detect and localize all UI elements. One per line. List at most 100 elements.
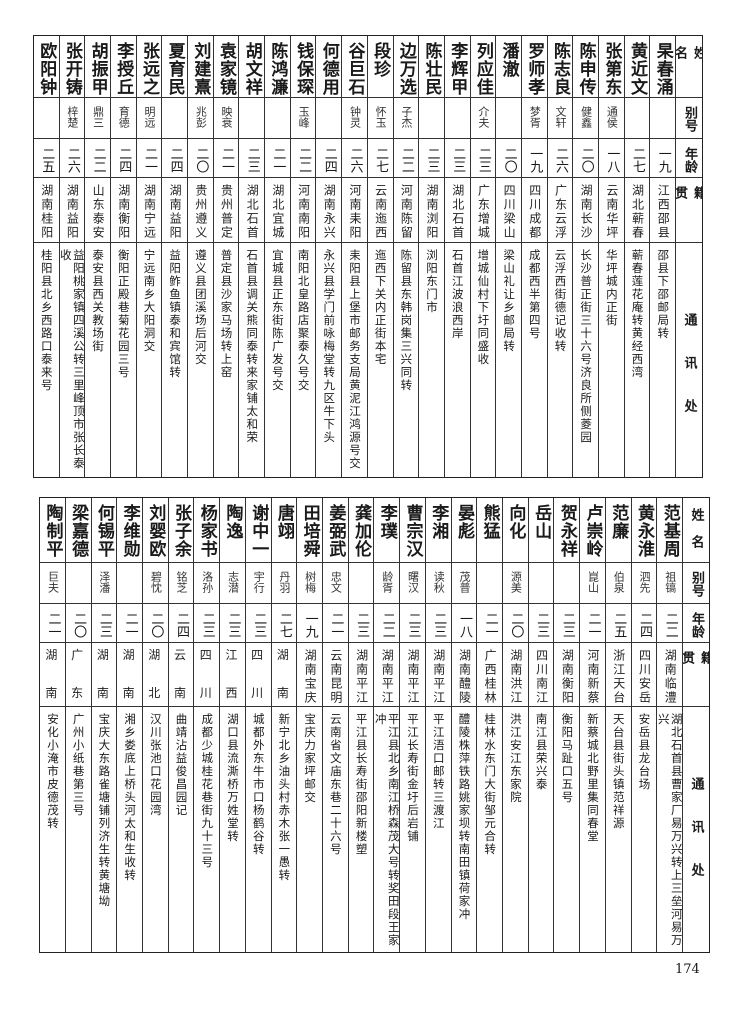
- person-name-cell: 谷巨石: [342, 36, 367, 98]
- person-address: 遵义县团溪场后河交: [193, 249, 208, 366]
- person-address-cell: 新蔡城北野里集同春堂: [580, 707, 605, 952]
- person-address-cell: 平江县长寿街邵阳新楼塑: [349, 707, 374, 952]
- person-column: 袁家镜 映衰 二一 贵州普定 普定县沙家马场转上窑: [212, 36, 239, 477]
- person-address: 南阳北皇路店聚泰久号交: [296, 249, 311, 392]
- person-name-cell: 何锡平: [91, 498, 117, 563]
- person-alias-cell: 通侯: [599, 98, 624, 139]
- person-column: 陈申传 健鑫 二〇 湖南长沙 长沙普正街三十六号济良所侧菱园: [572, 36, 599, 477]
- native-place-part: 西: [225, 686, 240, 700]
- person-address-cell: 永兴县学门前咏梅堂转九区牛下头: [316, 243, 341, 477]
- person-alias: 介夫: [476, 106, 490, 128]
- person-age-cell: 二四: [110, 139, 136, 178]
- person-address-cell: 桂阳县北乡西路口泰来号: [34, 243, 59, 477]
- header-cell-alias: 别号: [683, 563, 709, 604]
- person-address-cell: 平江浯口邮转三渡江: [426, 707, 451, 952]
- person-name-cell: 潘澈: [496, 36, 521, 98]
- person-name: 杨家书: [196, 504, 217, 558]
- person-column: 唐翊 丹羽 二七湖南新宁北乡油头村赤木张一愚转: [270, 498, 297, 952]
- person-column: 梁嘉德 二〇广东广州小纸巷第三号: [64, 498, 91, 952]
- person-alias-cell: 介夫: [470, 98, 496, 139]
- person-age: 二一: [585, 612, 601, 638]
- person-age-cell: 二三: [470, 139, 496, 178]
- person-native-cell: 四川梁山: [496, 178, 521, 243]
- person-alias-cell: 钟灵: [342, 98, 367, 139]
- person-native: 湖南益阳: [168, 184, 183, 240]
- person-alias-cell: 巨夫: [40, 563, 65, 604]
- header-label-age: 年龄: [689, 612, 705, 638]
- person-native-cell: 湖北: [142, 643, 168, 707]
- person-alias-cell: [117, 563, 142, 604]
- person-address: 平江县北乡南江桥森茂大号转奖田段王家冲: [374, 713, 400, 947]
- person-native: 山东泰安: [91, 184, 106, 240]
- person-column: 胡文祥 二三 湖北石首 石首县调关熊同泰转来家铺太和荣: [238, 36, 265, 477]
- person-age-cell: 二一: [265, 139, 290, 178]
- person-name: 姜弼武: [325, 504, 346, 558]
- person-address: 云浮西街德记收转: [553, 249, 568, 353]
- person-alias: 玉峰: [297, 106, 311, 128]
- person-alias-cell: 源美: [503, 563, 528, 604]
- person-address-cell: 迤西下关内正街本宅: [368, 243, 393, 477]
- person-address: 湖口县流澌桥万姓堂转: [225, 713, 240, 843]
- person-name-cell: 刘建熹: [188, 36, 213, 98]
- person-native-cell: 广东云浮: [547, 178, 573, 243]
- person-name-cell: 胡文祥: [239, 36, 265, 98]
- person-name: 熊猛: [479, 504, 500, 540]
- person-native: 湖南宁远: [142, 184, 157, 240]
- person-age: 二一: [328, 612, 344, 638]
- person-native: 湖南宝庆: [303, 649, 318, 705]
- person-age: 二三: [96, 612, 112, 638]
- person-alias-cell: 怀玉: [367, 98, 393, 139]
- person-name: 潘澈: [498, 42, 519, 78]
- person-address: 永兴县学门前咏梅堂转九区牛下头: [322, 249, 337, 444]
- person-alias-cell: [348, 563, 374, 604]
- person-age: 二二: [379, 612, 395, 638]
- person-address-cell: 安化小淹市皮德茂转: [40, 707, 65, 952]
- person-native: 云南迤西: [373, 184, 388, 240]
- person-age: 二三: [559, 612, 575, 638]
- person-native: 湖南洪江: [508, 649, 523, 705]
- person-native: 湖南平江: [431, 649, 446, 705]
- person-address-cell: 湖口县流澌桥万姓堂转: [220, 707, 245, 952]
- person-native-cell: 湖南平江: [400, 643, 425, 707]
- person-age: 一九: [302, 612, 318, 638]
- person-native: 河南南阳: [296, 184, 311, 240]
- person-native-cell: 湖南益阳: [59, 178, 85, 243]
- person-native-cell: 湖南宝庆: [297, 643, 322, 707]
- person-name: 李授丘: [113, 42, 134, 96]
- person-native-cell: 四川成都: [521, 178, 547, 243]
- person-column: 陈志良 文轩 二六 广东云浮 云浮西街德记收转: [546, 36, 573, 477]
- person-address: 平江县长寿街邵阳新楼塑: [354, 713, 369, 856]
- person-name-cell: 张子余: [168, 498, 194, 563]
- person-name-cell: 陶制平: [40, 498, 65, 563]
- person-alias-cell: 泽潘: [91, 563, 117, 604]
- person-name-cell: 范廉: [605, 498, 631, 563]
- person-native-cell: 湖南平江: [425, 643, 451, 707]
- person-age: 二一: [45, 612, 61, 638]
- person-address: 成都西半第四号: [527, 249, 542, 340]
- person-address-cell: 益阳鲊鱼镇泰和宾馆转: [162, 243, 187, 477]
- person-age-cell: 二〇: [496, 139, 521, 178]
- person-address-cell: 陈留县东韩岗集三兴同转: [394, 243, 419, 477]
- person-address: 桂阳县北乡西路口泰来号: [39, 249, 54, 392]
- person-age: 二一: [141, 147, 157, 173]
- person-native-cell: 河南耒阳: [342, 178, 367, 243]
- person-column: 陈壮民 二三 湖南浏阳 浏阳东门市: [418, 36, 444, 477]
- person-alias: 铭芝: [175, 571, 189, 593]
- person-native: 河南新蔡: [586, 649, 601, 705]
- person-column: 龚加伦 二三 湖南平江 平江县长寿街邵阳新楼塑: [347, 498, 374, 952]
- person-name: 张开铸: [61, 42, 82, 96]
- person-age-cell: 二〇: [142, 604, 168, 643]
- person-name-cell: 熊猛: [477, 498, 503, 563]
- person-native-cell: 湖南浏阳: [419, 178, 444, 243]
- person-name-cell: 陶逸: [220, 498, 245, 563]
- person-address-cell: 华坪城内正街: [599, 243, 624, 477]
- person-address-cell: 云南省文庙东巷二十六号: [323, 707, 348, 952]
- person-native-cell: 广东增城: [470, 178, 496, 243]
- person-age: 二三: [354, 612, 370, 638]
- person-native-cell: 湖南衡阳: [554, 643, 580, 707]
- person-age-cell: 二三: [220, 604, 245, 643]
- person-name: 黄近文: [627, 42, 648, 96]
- person-age-cell: 二一: [117, 604, 142, 643]
- person-column: 欧阳钟 二五 湖南桂阳 桂阳县北乡西路口泰来号: [33, 36, 59, 477]
- person-name: 卢崇岭: [582, 504, 603, 558]
